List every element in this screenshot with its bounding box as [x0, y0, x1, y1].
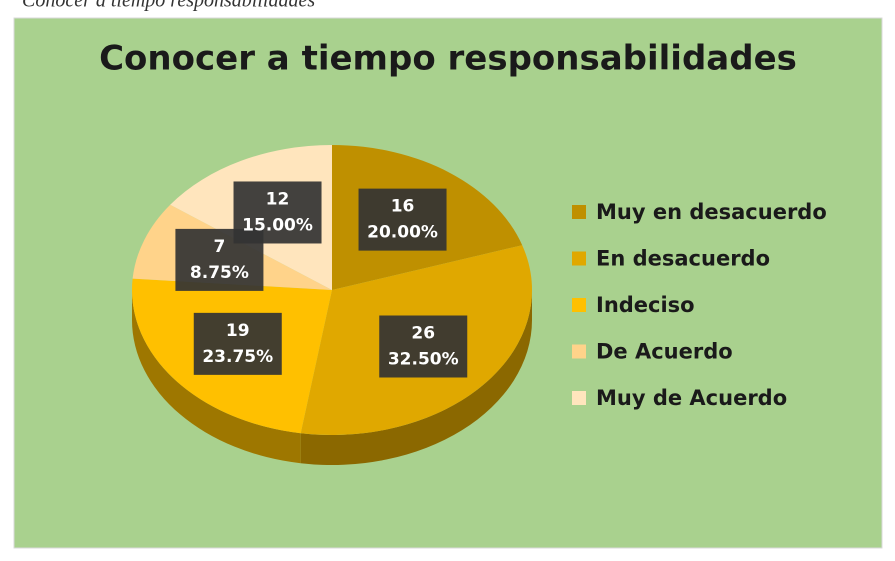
data-label-percent: 8.75%: [190, 263, 249, 283]
data-label-box: [193, 312, 282, 375]
data-label-percent: 23.75%: [202, 347, 273, 367]
legend-swatch: [572, 391, 586, 405]
legend-label: En desacuerdo: [596, 247, 770, 271]
legend-label: Muy en desacuerdo: [596, 200, 827, 224]
legend-label: Muy de Acuerdo: [596, 386, 787, 410]
data-label-box: [379, 315, 468, 378]
data-label-percent: 20.00%: [367, 223, 438, 243]
caption: Conocer a tiempo responsabilidades: [22, 0, 315, 12]
legend-label: Indeciso: [596, 293, 695, 317]
data-label-value: 12: [266, 189, 290, 209]
legend-swatch: [572, 298, 586, 312]
legend-swatch: [572, 205, 586, 219]
data-label-box: [358, 188, 447, 251]
legend-label: De Acuerdo: [596, 340, 733, 364]
data-label-value: 16: [391, 197, 415, 217]
data-label-box: [233, 181, 322, 244]
data-label-value: 7: [213, 237, 225, 257]
chart-title: Conocer a tiempo responsabilidades: [99, 39, 797, 79]
data-label-percent: 32.50%: [388, 350, 459, 370]
data-label-value: 26: [411, 324, 435, 344]
data-label-percent: 15.00%: [242, 215, 313, 235]
pie-side: [300, 290, 532, 465]
legend-swatch: [572, 344, 586, 359]
data-label-value: 19: [226, 321, 250, 341]
legend-swatch: [572, 251, 586, 266]
pie-side: [132, 290, 301, 464]
